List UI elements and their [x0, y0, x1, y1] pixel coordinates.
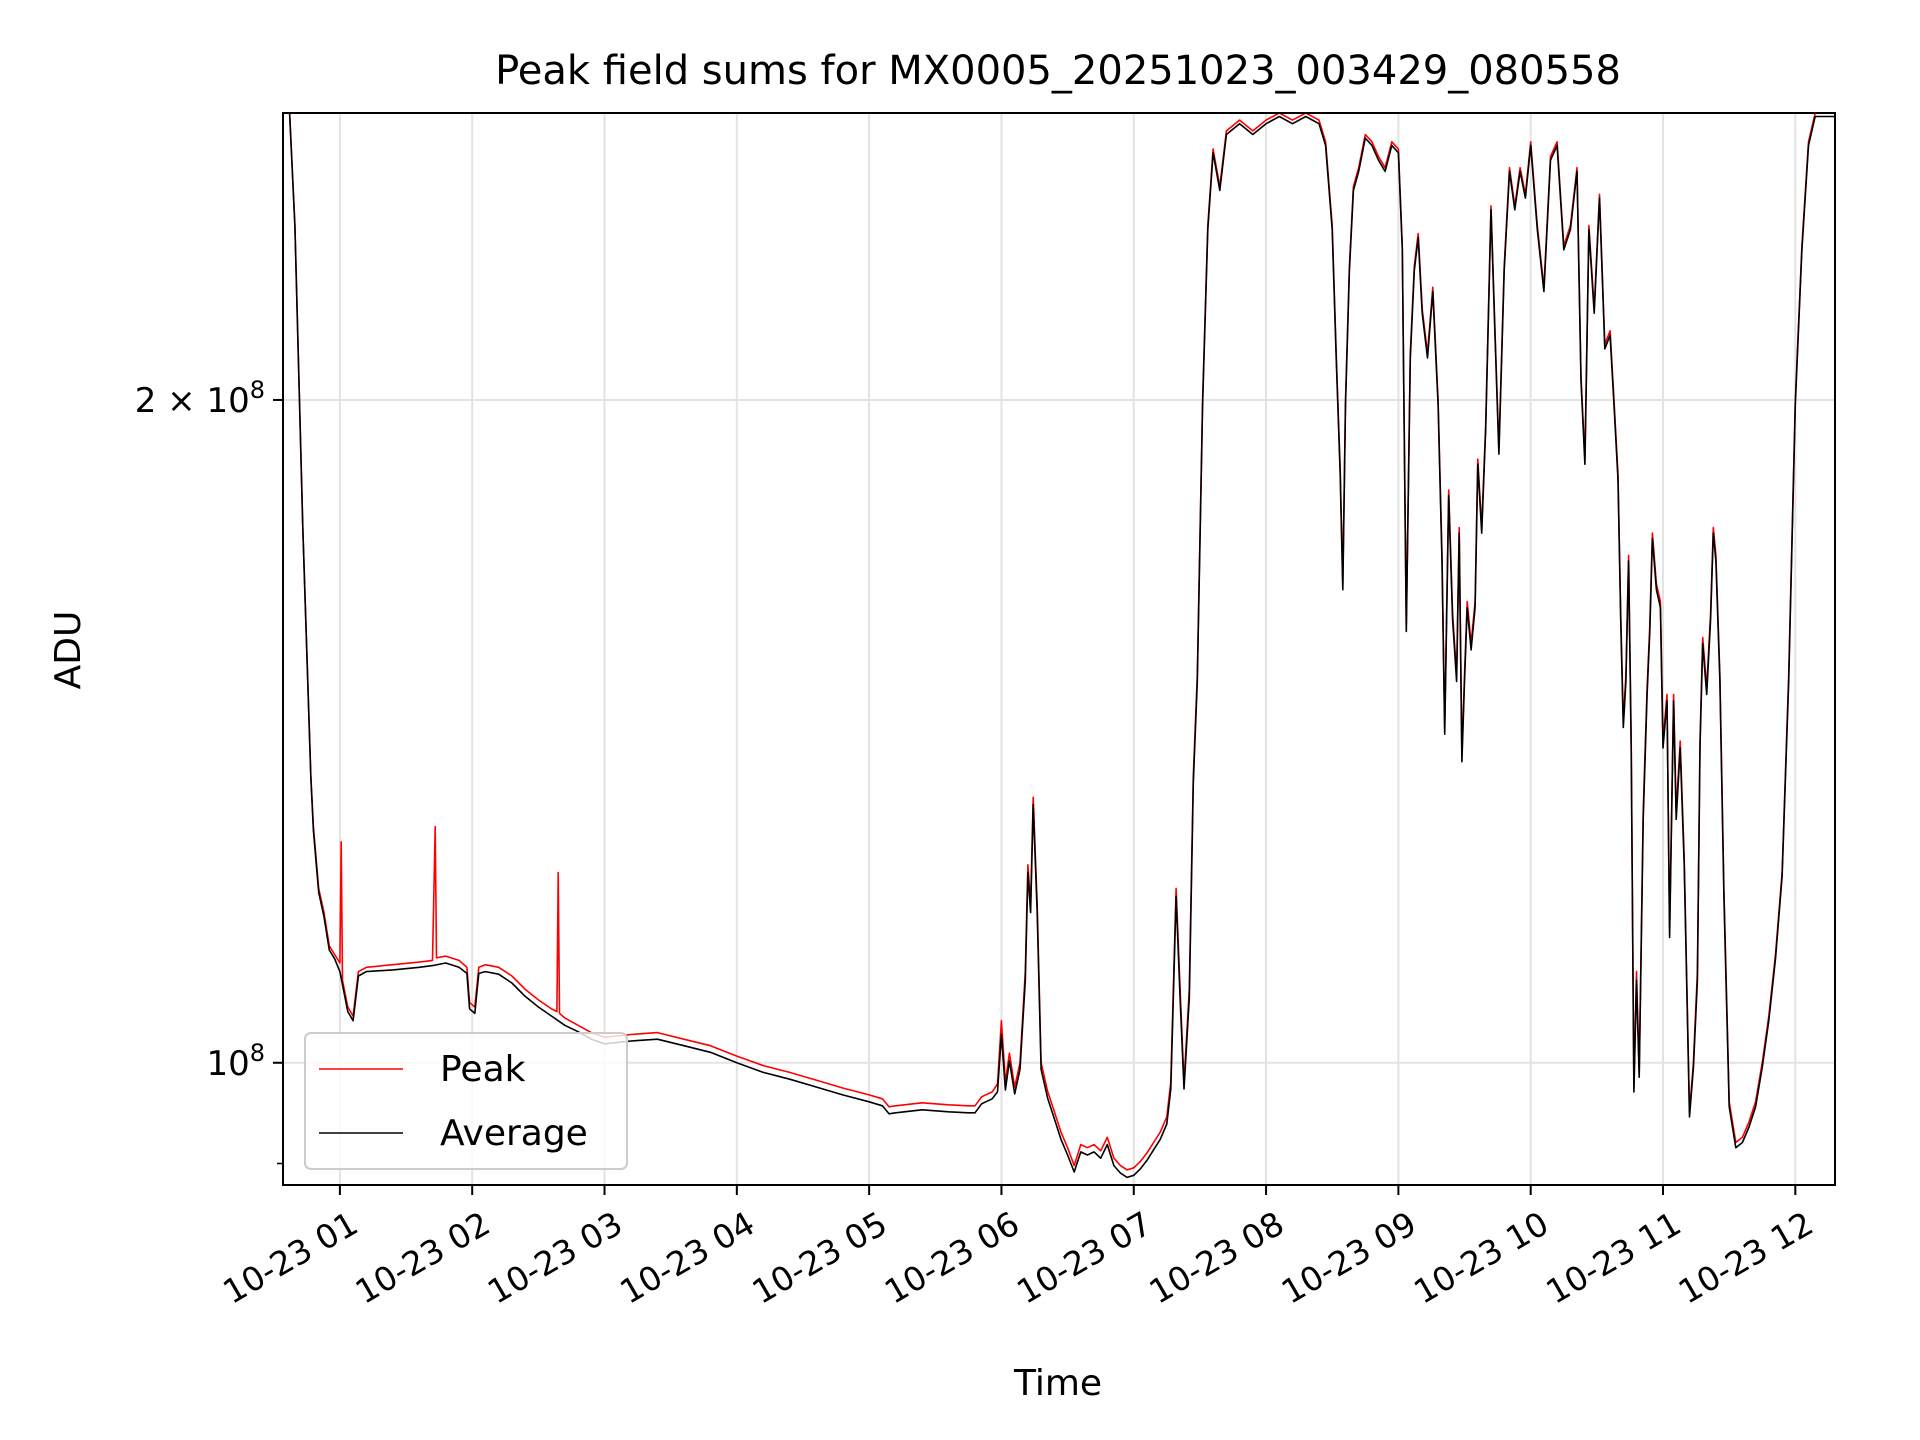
legend-label-peak: Peak: [440, 1049, 526, 1090]
y-tick-exponent: 8: [250, 376, 265, 404]
y-tick-label: 108: [206, 1039, 265, 1084]
y-axis: 2 × 108 108: [135, 376, 283, 1165]
chart-title: Peak field sums for MX0005_20251023_0034…: [495, 48, 1621, 94]
grid-lines: [283, 113, 1835, 1185]
legend: Peak Average: [304, 1032, 628, 1170]
y-tick-exponent: 8: [250, 1039, 265, 1067]
legend-label-average: Average: [440, 1113, 588, 1154]
x-axis-label: Time: [1013, 1363, 1102, 1404]
y-tick-mantissa: 2: [135, 381, 157, 421]
plot-area: [283, 113, 1835, 1179]
plot-frame: [282, 112, 1836, 1186]
series-line-average: [283, 113, 1835, 1179]
legend-box: [304, 1032, 628, 1170]
y-axis-label: ADU: [48, 611, 89, 690]
y-tick-label: 2 × 108: [135, 376, 265, 421]
